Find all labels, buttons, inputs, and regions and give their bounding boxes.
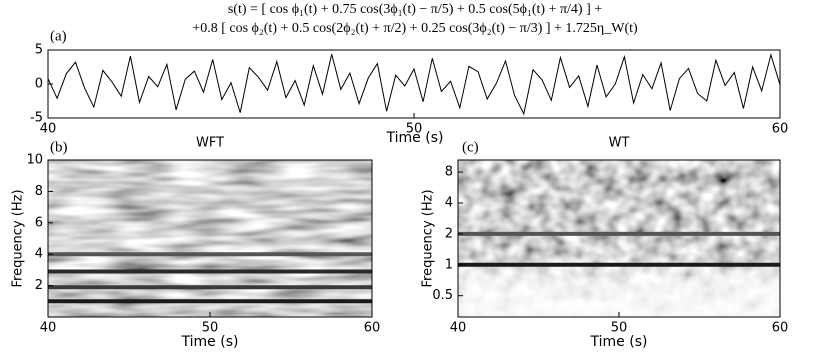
signal-line [47,52,781,116]
x-axis-label: Time (s) [386,130,444,146]
x-tick-label: 50 [406,122,423,137]
y-tick-label: 4 [35,247,43,262]
y-tick-label: 4 [445,196,453,211]
x-tick-label: 50 [202,321,219,336]
y-tick-label: 0.5 [432,288,453,303]
formula: +0.8 [ cos ϕ₂(t) + 0.5 cos(2ϕ₂(t) + π/2)… [192,21,638,36]
x-tick-label: 50 [611,321,628,336]
y-tick-label: -5 [30,111,43,126]
y-tick-label: 10 [26,153,43,168]
x-axis-label: Time (s) [181,334,239,350]
y-axis-label: Frequency (Hz) [11,189,26,287]
panel-label: (c) [462,139,479,155]
x-tick-label: 40 [40,321,57,336]
y-tick-label: 8 [35,184,43,199]
panel-title: WT [609,136,630,151]
y-tick-label: 8 [445,165,453,180]
panel-label: (a) [50,28,67,44]
x-axis-label: Time (s) [590,334,648,350]
x-tick-label: 60 [364,321,381,336]
x-tick-label: 40 [40,122,57,137]
wt-image [458,160,780,317]
y-tick-label: 0 [35,77,43,92]
y-axis-label: Frequency (Hz) [421,189,436,287]
panel-title: WFT [196,136,224,151]
x-tick-label: 60 [772,321,789,336]
y-tick-label: 2 [445,226,453,241]
x-tick-label: 40 [450,321,467,336]
formula: s(t) = [ cos ϕ₁(t) + 0.75 cos(3ϕ₁(t) − π… [228,2,602,17]
panel-label: (b) [50,139,68,155]
x-tick-label: 60 [772,122,789,137]
wft-image [48,160,372,317]
axes-frame [47,49,781,119]
y-tick-label: 2 [35,278,43,293]
y-tick-label: 6 [35,215,43,230]
y-tick-label: 5 [35,43,43,58]
y-tick-label: 1 [445,257,453,272]
